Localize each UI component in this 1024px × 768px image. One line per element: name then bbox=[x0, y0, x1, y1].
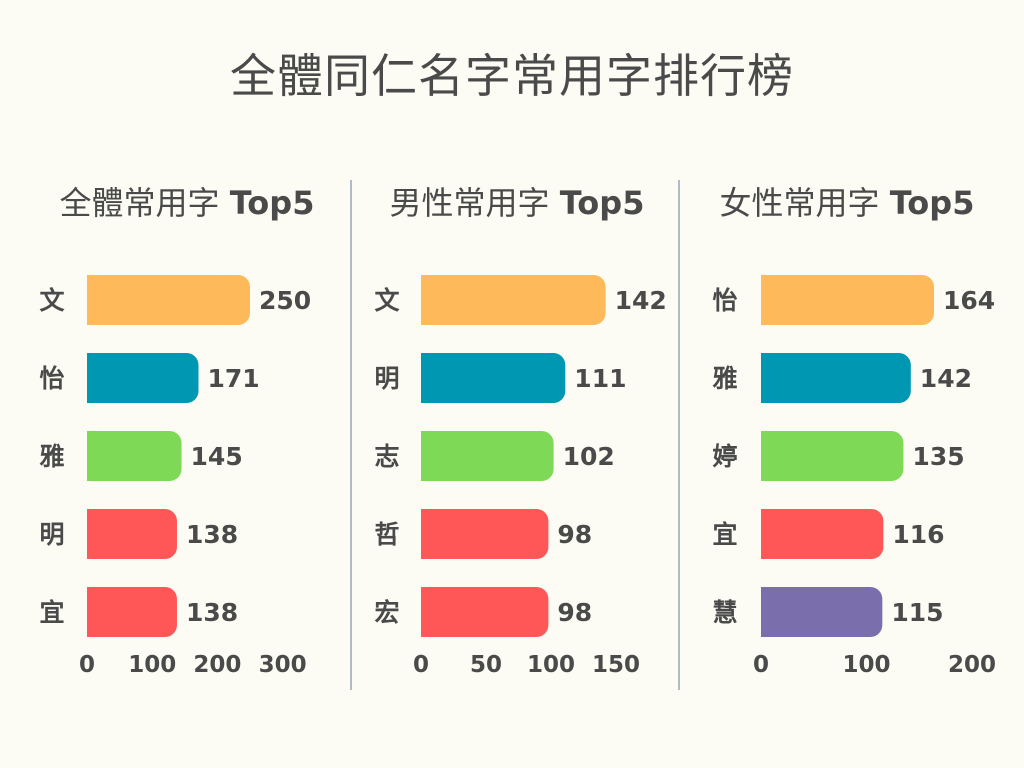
chart-title-2: 男性常用字 Top5 bbox=[390, 184, 645, 222]
x-tick-label: 100 bbox=[842, 652, 890, 678]
chart-title-3: 女性常用字 Top5 bbox=[720, 184, 975, 222]
x-tick-label: 0 bbox=[753, 652, 769, 678]
bar bbox=[761, 275, 935, 325]
chart-title-suffix: Top5 bbox=[230, 184, 315, 222]
category-label: 宜 bbox=[712, 520, 737, 549]
bar bbox=[761, 587, 883, 637]
value-label: 135 bbox=[912, 442, 964, 471]
value-label: 138 bbox=[186, 598, 238, 627]
category-label: 婷 bbox=[712, 442, 737, 471]
category-label: 怡 bbox=[39, 364, 64, 393]
bar bbox=[87, 587, 177, 637]
bar bbox=[421, 587, 549, 637]
category-label: 雅 bbox=[712, 364, 737, 393]
category-label: 宏 bbox=[374, 598, 399, 627]
category-label: 明 bbox=[39, 520, 64, 549]
bar bbox=[87, 509, 177, 559]
category-label: 雅 bbox=[39, 442, 64, 471]
main-title: 全體同仁名字常用字排行榜 bbox=[230, 49, 794, 103]
bar bbox=[421, 509, 549, 559]
bar bbox=[761, 353, 911, 403]
value-label: 145 bbox=[191, 442, 243, 471]
value-label: 142 bbox=[920, 364, 972, 393]
chart-title-text: 男性常用字 bbox=[390, 184, 560, 222]
x-tick-label: 0 bbox=[413, 652, 429, 678]
chart-panel-1: 全體常用字 Top5 文 250 怡 171 雅 145 明 138 宜 138 0 100 200 300 bbox=[39, 184, 314, 678]
category-label: 慧 bbox=[712, 598, 737, 627]
x-tick-label: 300 bbox=[259, 652, 307, 678]
x-tick-label: 200 bbox=[948, 652, 996, 678]
category-label: 明 bbox=[374, 364, 399, 393]
bar bbox=[421, 353, 566, 403]
category-label: 怡 bbox=[712, 286, 737, 315]
category-label: 宜 bbox=[39, 598, 64, 627]
chart-title-1: 全體常用字 Top5 bbox=[60, 184, 315, 222]
value-label: 250 bbox=[259, 286, 311, 315]
bar bbox=[87, 353, 199, 403]
bar bbox=[421, 275, 606, 325]
bar bbox=[761, 509, 884, 559]
value-label: 138 bbox=[186, 520, 238, 549]
value-label: 142 bbox=[615, 286, 667, 315]
value-label: 98 bbox=[557, 598, 592, 627]
x-tick-label: 50 bbox=[470, 652, 502, 678]
x-tick-label: 0 bbox=[79, 652, 95, 678]
chart-title-suffix: Top5 bbox=[560, 184, 645, 222]
value-label: 98 bbox=[557, 520, 592, 549]
x-tick-label: 200 bbox=[193, 652, 241, 678]
chart-title-text: 女性常用字 bbox=[720, 184, 890, 222]
x-tick-label: 150 bbox=[592, 652, 640, 678]
chart-title-suffix: Top5 bbox=[890, 184, 975, 222]
bar bbox=[421, 431, 554, 481]
value-label: 102 bbox=[563, 442, 615, 471]
category-label: 文 bbox=[374, 286, 400, 315]
value-label: 164 bbox=[943, 286, 995, 315]
chart-panel-3: 女性常用字 Top5 怡 164 雅 142 婷 135 宜 116 慧 115 0 100 200 bbox=[712, 184, 996, 678]
value-label: 171 bbox=[207, 364, 259, 393]
chart-panel-2: 男性常用字 Top5 文 142 明 111 志 102 哲 98 宏 98 0 50 100 150 bbox=[374, 184, 666, 678]
bar bbox=[761, 431, 904, 481]
value-label: 111 bbox=[574, 364, 626, 393]
value-label: 115 bbox=[891, 598, 943, 627]
category-label: 志 bbox=[374, 442, 399, 471]
value-label: 116 bbox=[892, 520, 944, 549]
bar bbox=[87, 431, 182, 481]
category-label: 哲 bbox=[374, 520, 399, 549]
category-label: 文 bbox=[39, 286, 65, 315]
chart-title-text: 全體常用字 bbox=[60, 184, 230, 222]
bar bbox=[87, 275, 250, 325]
x-tick-label: 100 bbox=[527, 652, 575, 678]
x-tick-label: 100 bbox=[128, 652, 176, 678]
